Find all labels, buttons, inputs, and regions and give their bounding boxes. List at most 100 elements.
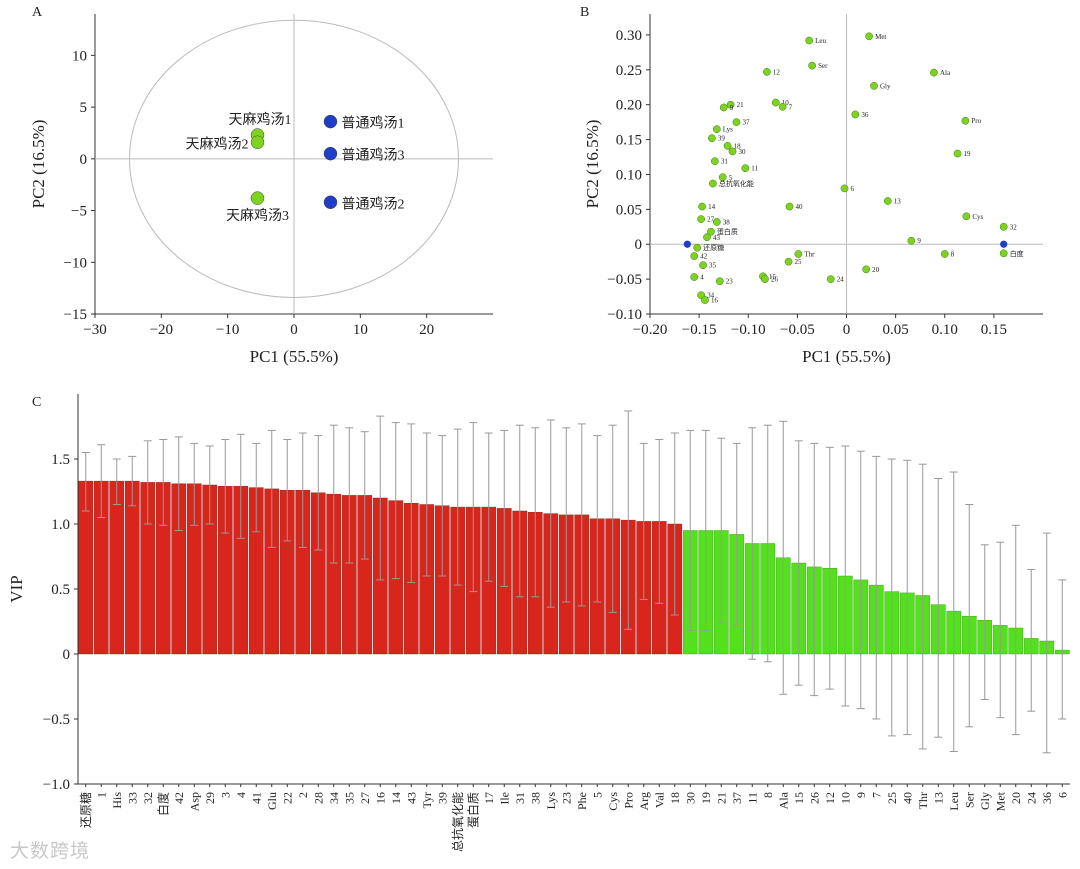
panel-b-point-label: 40 [796, 203, 804, 211]
panel-c-category-label: 8 [761, 792, 775, 798]
panel-c-category-label: 28 [311, 792, 325, 804]
panel-c-category-label: 6 [1055, 792, 1069, 798]
panel-b-point-label: Gly [880, 82, 891, 90]
panel-b-point [778, 102, 787, 111]
panel-c-category-label: His [110, 792, 124, 809]
panel-c-category-label: 1 [94, 792, 108, 798]
panel-c-category-label: 39 [435, 792, 449, 804]
panel-c-category-label: 9 [854, 792, 868, 798]
panel-b-point [699, 261, 707, 270]
panel-b-point [840, 184, 849, 193]
panel-a-x-tick-label: 20 [419, 322, 434, 338]
panel-a-confidence-ellipse [128, 19, 460, 298]
panel-b-point [826, 275, 835, 283]
panel-b-point-label: 43 [713, 234, 721, 242]
panel-c-category-label: 蛋白质 [465, 792, 480, 828]
panel-a-x-tick-label: 10 [353, 322, 368, 338]
panel-c-category-label: 22 [280, 792, 294, 804]
panel-c-category-label: Ser [962, 792, 976, 808]
panel-b-point-label: 21 [737, 101, 745, 109]
panel-c-category-label: Gly [978, 792, 992, 810]
panel-c-bar [109, 480, 125, 655]
panel-a-y-tick-label: −10 [64, 255, 87, 271]
panel-b-point [870, 82, 878, 90]
panel-b-point-label: 8 [951, 251, 955, 259]
panel-b-point-label: 总抗氧化能 [719, 179, 754, 188]
panel-a-y-tick-label: 5 [80, 100, 88, 116]
panel-c-y-tick-label: −0.5 [43, 712, 70, 728]
panel-c-category-label: 35 [342, 792, 356, 804]
panel-a-y-tick-label: 0 [80, 152, 88, 168]
panel-c-y-label: VIP [7, 575, 26, 602]
panel-b-point [930, 68, 938, 77]
panel-b-y-tick-label: −0.05 [607, 272, 642, 288]
panel-a: A −30 −20 −10 0 10 20 −15 −10 −5 0 5 10 PC1 (55.5%) PC… [29, 5, 493, 366]
panel-b-point-label: 13 [894, 197, 902, 205]
panel-b-letter: B [580, 5, 589, 20]
panel-a-point-label: 天麻鸡汤1 [229, 111, 292, 128]
panel-b-point [999, 249, 1008, 258]
panel-a-y-tick-label: −15 [64, 307, 87, 323]
panel-c-category-label: 33 [125, 792, 139, 804]
panel-b-x-tick-label: 0.05 [883, 322, 909, 338]
panel-a-x-tick-label: −20 [150, 322, 173, 338]
panel-b-point-label: 35 [709, 262, 717, 270]
panel-c-category-label: 23 [559, 792, 573, 804]
panel-b-point-label: 30 [739, 148, 747, 156]
panel-b-point [940, 250, 949, 258]
panel-b-point [962, 212, 971, 221]
panel-b-point-label: 34 [707, 292, 715, 300]
panel-c-letter: C [32, 395, 41, 410]
panel-b-point [723, 142, 732, 150]
panel-a-x-tick-label: −30 [83, 322, 106, 338]
panel-c-category-label: 38 [528, 792, 542, 804]
panel-b-point-label: Leu [815, 37, 826, 45]
panel-b-point [851, 110, 860, 119]
panel-c-category-label: Thr [916, 792, 930, 809]
panel-b-point-label: Cys [972, 213, 983, 221]
panel-b-point-label: 23 [726, 278, 734, 286]
panel-b-point [701, 296, 709, 304]
panel-b-x-tick-label: 0.15 [981, 322, 1007, 338]
panel-b-point-label: 31 [721, 158, 729, 166]
panel-c-category-label: 15 [792, 792, 806, 804]
panel-b-point-label: 4 [700, 274, 704, 282]
panel-c-category-label: Arg [637, 792, 651, 810]
panel-c-y-tick-label: −1.0 [43, 777, 70, 793]
panel-c-category-label: 14 [389, 792, 403, 804]
panel-b-point-label: 9 [730, 104, 734, 112]
panel-b-point [715, 277, 724, 286]
panel-c-category-label: Val [652, 791, 666, 808]
panel-b-y-tick-label: 0.25 [616, 63, 642, 79]
panel-b-point-label: 7 [789, 103, 793, 111]
panel-b-point-label: 19 [964, 150, 972, 158]
panel-b-point [907, 236, 916, 245]
panel-a-point [250, 135, 265, 150]
panel-c-category-label: 21 [714, 792, 728, 804]
panel-b-point [808, 61, 816, 70]
panel-a-y-label: PC2 (16.5%) [29, 120, 48, 209]
watermark: 大数跨境 [10, 840, 91, 862]
panel-b-point-label: 10 [782, 99, 790, 107]
panel-b-point-label: Thr [804, 251, 815, 259]
panel-a-point [323, 195, 338, 210]
panel-b-point-label: 42 [700, 253, 708, 261]
panel-b-point [726, 100, 735, 109]
panel-c-category-label: 25 [885, 792, 899, 804]
panel-a-point [323, 114, 338, 129]
panel-c-y-tick-label: 1.5 [51, 452, 70, 468]
panel-c-category-label: 18 [668, 792, 682, 804]
panel-b-y-tick-label: 0 [635, 237, 643, 253]
panel-b-point-label: 27 [707, 216, 715, 224]
panel-b-point [719, 103, 728, 112]
panel-c-y-tick-label: 1.0 [51, 517, 70, 533]
panel-b-y-tick-label: 0.05 [616, 202, 642, 218]
panel-a-point-label: 天麻鸡汤2 [186, 135, 249, 152]
panel-c-category-label: 36 [1040, 792, 1054, 804]
panel-c-category-label: 42 [172, 792, 186, 804]
panel-b-point [961, 116, 970, 125]
panel-b-point-label: Lys [723, 126, 733, 134]
panel-a-point-label: 普通鸡汤3 [341, 147, 404, 164]
panel-c-category-label: 13 [931, 792, 945, 804]
panel-b-point-label: 25 [795, 258, 803, 266]
